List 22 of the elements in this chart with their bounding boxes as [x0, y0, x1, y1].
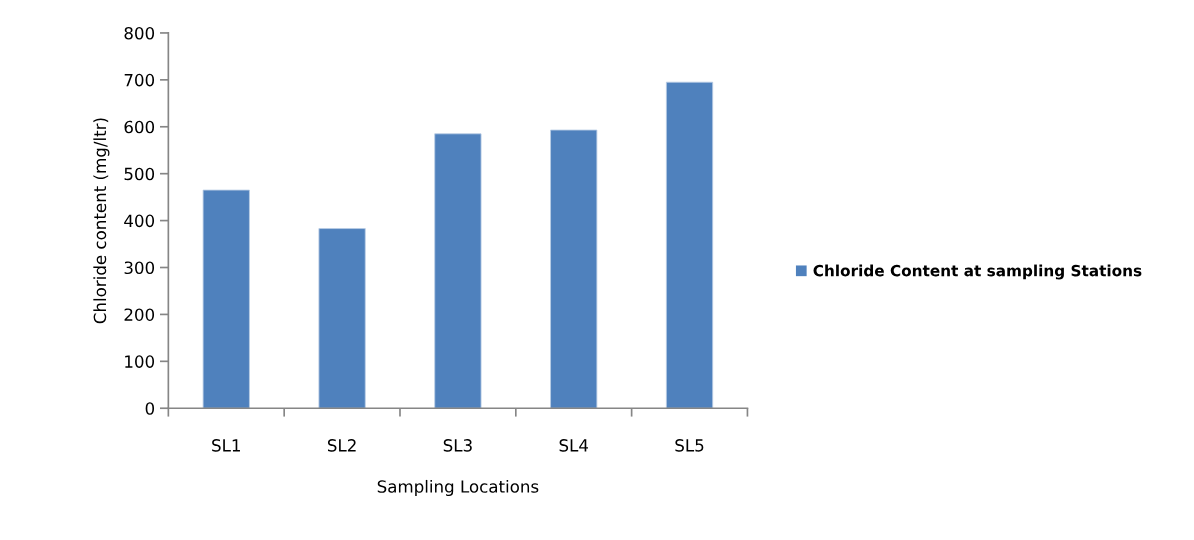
bar: [434, 133, 482, 409]
y-tick-label: 700: [124, 73, 155, 87]
bar: [550, 129, 598, 409]
y-tick-label: 200: [124, 308, 155, 321]
y-tick-label: 100: [125, 355, 155, 368]
x-tick-label: SL5: [675, 439, 704, 452]
bar: [202, 189, 250, 409]
bar: [318, 228, 366, 409]
y-tick-label: 800: [124, 26, 155, 40]
x-axis-title: Sampling Locations: [377, 479, 539, 497]
x-tick-label: SL1: [212, 439, 240, 452]
y-tick-label: 600: [124, 120, 155, 134]
y-tick-label: 300: [124, 261, 155, 275]
x-tick-label: SL3: [443, 439, 472, 452]
y-tick-label: 0: [145, 402, 155, 415]
legend-label: Chloride Content at sampling Stations: [813, 264, 1142, 280]
x-tick-label: SL4: [559, 439, 589, 452]
y-axis-title: Chloride content (mg/ltr): [93, 118, 110, 324]
x-tick-label: SL2: [327, 439, 356, 452]
bar: [665, 81, 714, 409]
y-tick-label: 400: [124, 214, 155, 228]
y-tick-label: 500: [124, 167, 155, 181]
